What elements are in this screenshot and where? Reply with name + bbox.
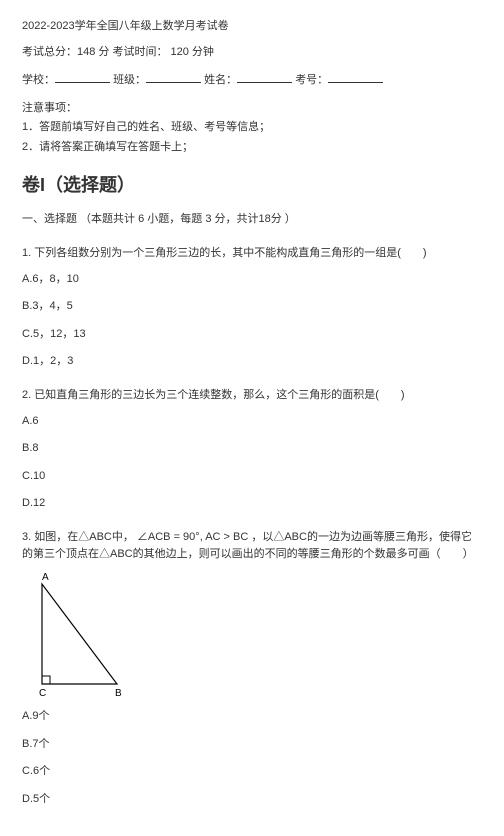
q2-stem: 2. 已知直角三角形的三边长为三个连续整数，那么，这个三角形的面积是( ) — [22, 387, 482, 405]
q1-opt-b: B.3，4，5 — [22, 298, 482, 316]
q2-opt-c: C.10 — [22, 468, 482, 486]
q2-opt-d: D.12 — [22, 495, 482, 513]
name-label: 姓名： — [204, 74, 237, 86]
q2-opt-a: A.6 — [22, 413, 482, 431]
vertex-c-label: C — [39, 688, 46, 699]
q3-stem: 3. 如图，在△ABC中， ∠ACB = 90°, AC > BC ，以△ABC… — [22, 529, 482, 564]
id-label: 考号： — [295, 74, 328, 86]
q1-stem: 1. 下列各组数分别为一个三角形三边的长，其中不能构成直角三角形的一组是( ) — [22, 245, 482, 263]
q3-opt-a: A.9个 — [22, 708, 482, 726]
q3-opt-c: C.6个 — [22, 763, 482, 781]
class-label: 班级： — [113, 74, 146, 86]
name-blank — [237, 71, 292, 83]
school-blank — [55, 71, 110, 83]
id-blank — [328, 71, 383, 83]
triangle — [42, 584, 117, 684]
school-label: 学校： — [22, 74, 55, 86]
right-angle-mark — [42, 676, 50, 684]
q3-figure: A C B — [22, 570, 482, 700]
vertex-b-label: B — [115, 688, 122, 699]
exam-title: 2022-2023学年全国八年级上数学月考试卷 — [22, 18, 482, 36]
q1-opt-a: A.6，8，10 — [22, 271, 482, 289]
q1-opt-c: C.5，12，13 — [22, 326, 482, 344]
notice-2: 2．请将答案正确填写在答题卡上； — [22, 139, 482, 157]
class-blank — [146, 71, 201, 83]
info-row: 学校： 班级： 姓名： 考号： — [22, 71, 482, 90]
notice-1: 1．答题前填写好自己的姓名、班级、考号等信息； — [22, 119, 482, 137]
section-sub: 一、选择题 （本题共计 6 小题，每题 3 分，共计18分 ） — [22, 211, 482, 229]
q1-opt-d: D.1，2，3 — [22, 353, 482, 371]
notice-head: 注意事项： — [22, 100, 482, 118]
exam-meta: 考试总分：148 分 考试时间： 120 分钟 — [22, 44, 482, 62]
section-title: 卷I（选择题） — [22, 171, 482, 200]
q3-opt-d: D.5个 — [22, 791, 482, 809]
q3-opt-b: B.7个 — [22, 736, 482, 754]
q2-opt-b: B.8 — [22, 440, 482, 458]
vertex-a-label: A — [42, 572, 49, 583]
